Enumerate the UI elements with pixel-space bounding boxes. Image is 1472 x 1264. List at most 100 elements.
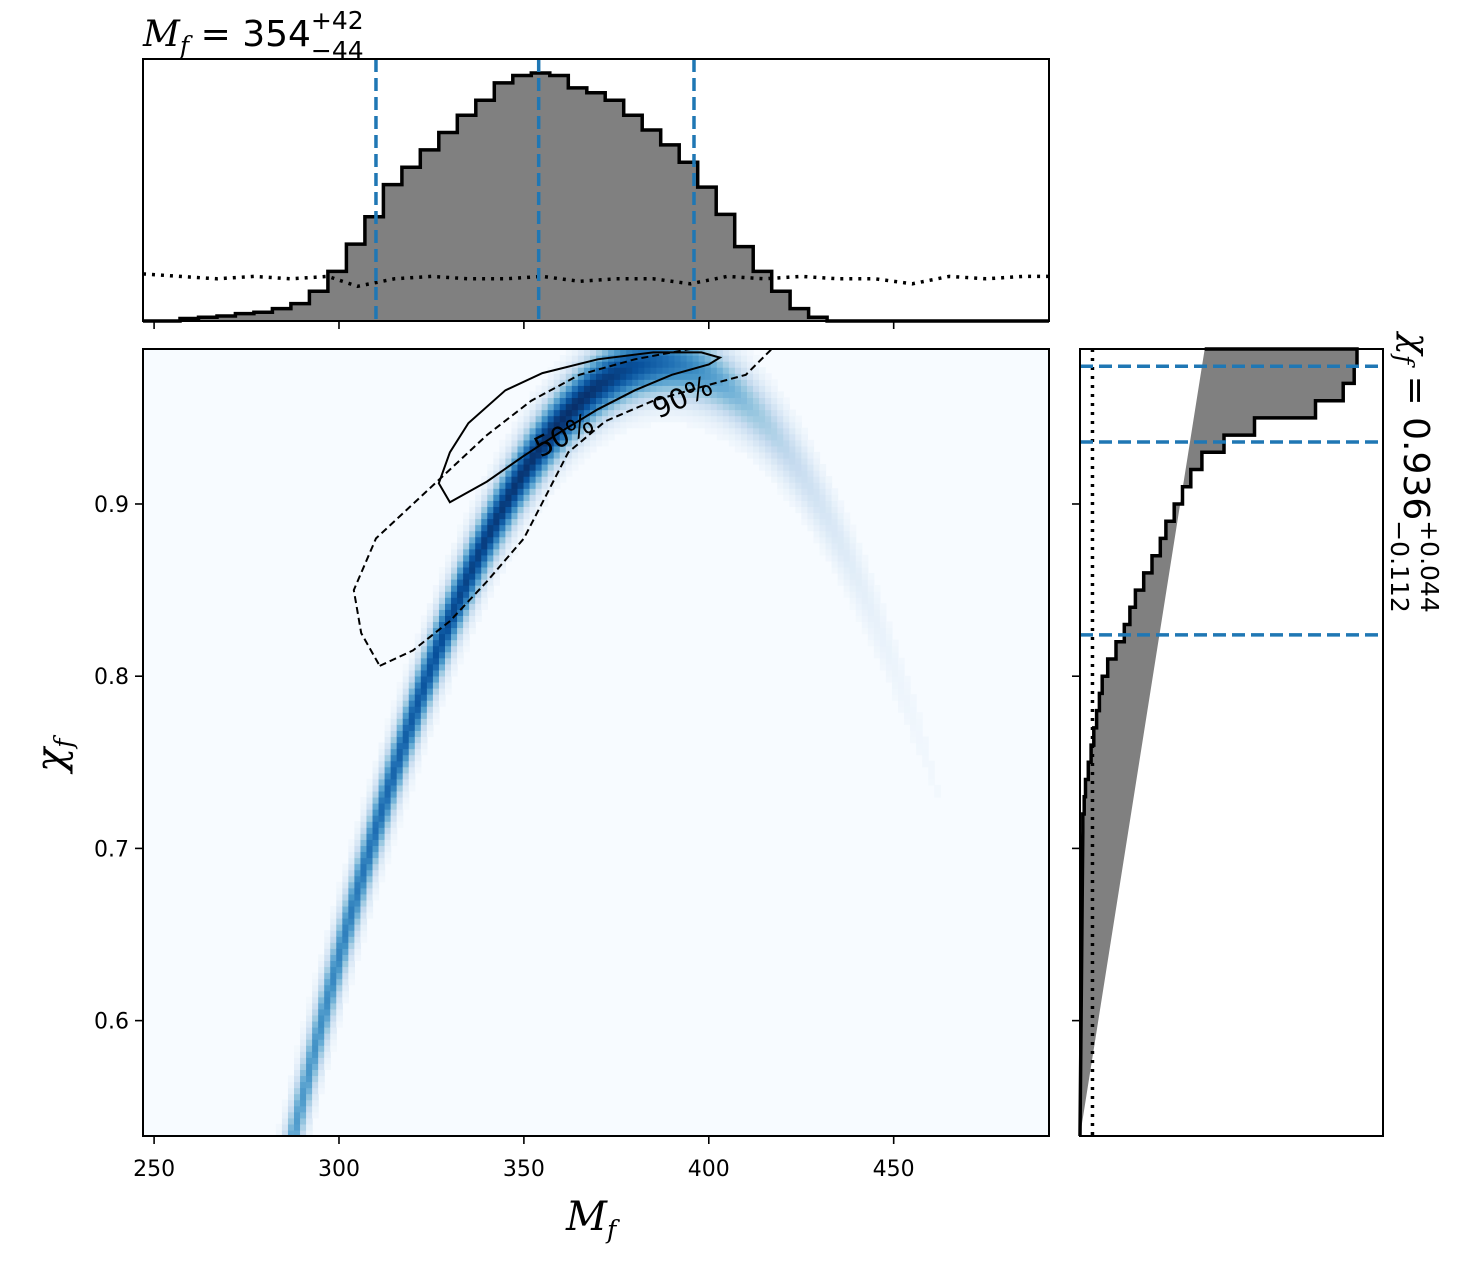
heatmap-cell [493, 482, 500, 489]
heatmap-cell [789, 409, 796, 417]
heatmap-cell [891, 681, 899, 689]
heatmap-cell [777, 439, 784, 447]
heatmap-cell [384, 766, 392, 774]
heatmap-cell [571, 421, 579, 429]
heatmap-cell [408, 784, 416, 792]
heatmap-cell [753, 397, 760, 405]
heatmap-cell [481, 603, 488, 610]
heatmap-cell [608, 349, 615, 356]
heatmap-cell [451, 651, 458, 659]
heatmap-cell [837, 512, 845, 520]
joint-frame [142, 348, 1050, 1137]
heatmap-cell [390, 748, 398, 756]
heatmap-cell [710, 427, 718, 435]
heatmap-cell [771, 464, 778, 471]
heatmap-cell [626, 409, 633, 417]
heatmap-cell [753, 379, 760, 386]
heatmap-cell [463, 585, 470, 592]
heatmap-cell [722, 433, 730, 441]
heatmap-cell [674, 373, 682, 380]
heatmap-cell [438, 645, 446, 653]
heatmap-cell [801, 494, 808, 501]
heatmap-cell [306, 1093, 313, 1101]
heatmap-cell [372, 766, 380, 774]
heatmap-cell [487, 554, 494, 562]
heatmap-cell [318, 1008, 325, 1016]
heatmap-cell [583, 409, 591, 417]
heatmap-cell [384, 809, 392, 816]
heatmap-cell [674, 367, 682, 374]
heatmap-cell [747, 415, 754, 423]
heatmap-cell [795, 494, 802, 501]
heatmap-cell [771, 421, 778, 429]
heatmap-cell [318, 1051, 325, 1058]
heatmap-cell [426, 694, 434, 701]
heatmap-cell [390, 742, 398, 750]
heatmap-cell [432, 609, 440, 616]
heatmap-cell [650, 409, 657, 417]
heatmap-cell [825, 518, 833, 526]
heatmap-cell [348, 978, 355, 986]
heatmap-cell [529, 451, 537, 459]
heatmap-cell [348, 881, 355, 889]
heatmap-cell [837, 536, 845, 544]
heatmap-cell [463, 512, 470, 520]
heatmap-cell [300, 1069, 307, 1077]
heatmap-cell [396, 742, 404, 750]
heatmap-cell [704, 403, 712, 411]
heatmap-cell [300, 1051, 307, 1058]
heatmap-cell [674, 355, 682, 362]
heatmap-cell [420, 724, 428, 731]
heatmap-cell [414, 748, 422, 756]
heatmap-cell [698, 361, 706, 368]
heatmap-cell [789, 451, 796, 459]
heatmap-cell [704, 355, 712, 362]
heatmap-cell [644, 397, 651, 405]
heatmap-cell [348, 960, 355, 968]
heatmap-cell [777, 488, 784, 495]
heatmap-cell [831, 548, 839, 556]
heatmap-cell [662, 379, 670, 386]
heatmap-cell [384, 845, 392, 853]
heatmap-cell [529, 457, 537, 465]
heatmap-cell [475, 506, 482, 514]
heatmap-cell [499, 488, 506, 495]
heatmap-cell [728, 433, 736, 441]
heatmap-cell [372, 772, 380, 780]
heatmap-cell [318, 1087, 325, 1095]
heatmap-cell [535, 506, 543, 514]
heatmap-cell [330, 942, 337, 949]
heatmap-cell [873, 633, 881, 641]
heatmap-cell [662, 409, 670, 417]
heatmap-cell [704, 421, 712, 429]
heatmap-cell [438, 663, 446, 671]
heatmap-cell [535, 421, 543, 429]
heatmap-cell [777, 445, 784, 453]
heatmap-cell [511, 427, 519, 435]
heatmap-cell [378, 784, 386, 792]
heatmap-cell [342, 881, 349, 889]
heatmap-cell [457, 579, 464, 586]
heatmap-cell [783, 476, 790, 483]
heatmap-cell [378, 839, 386, 847]
heatmap-cell [861, 627, 869, 635]
heatmap-cell [451, 615, 458, 623]
heatmap-cell [571, 379, 579, 386]
heatmap-cell [324, 1045, 331, 1052]
heatmap-cell [306, 1045, 313, 1052]
heatmap-cell [493, 488, 500, 495]
heatmap-cell [662, 355, 670, 362]
heatmap-cell [614, 415, 621, 423]
heatmap-cell [771, 457, 778, 465]
heatmap-cell [372, 790, 380, 798]
heatmap-cell [420, 712, 428, 719]
heatmap-cell [517, 494, 525, 501]
heatmap-cell [831, 524, 839, 532]
heatmap-cell [481, 500, 488, 507]
heatmap-cell [469, 585, 476, 592]
heatmap-cell [354, 839, 362, 847]
heatmap-cell [819, 524, 827, 532]
heatmap-cell [795, 470, 802, 477]
heatmap-cell [354, 827, 362, 834]
heatmap-cell [602, 421, 609, 429]
